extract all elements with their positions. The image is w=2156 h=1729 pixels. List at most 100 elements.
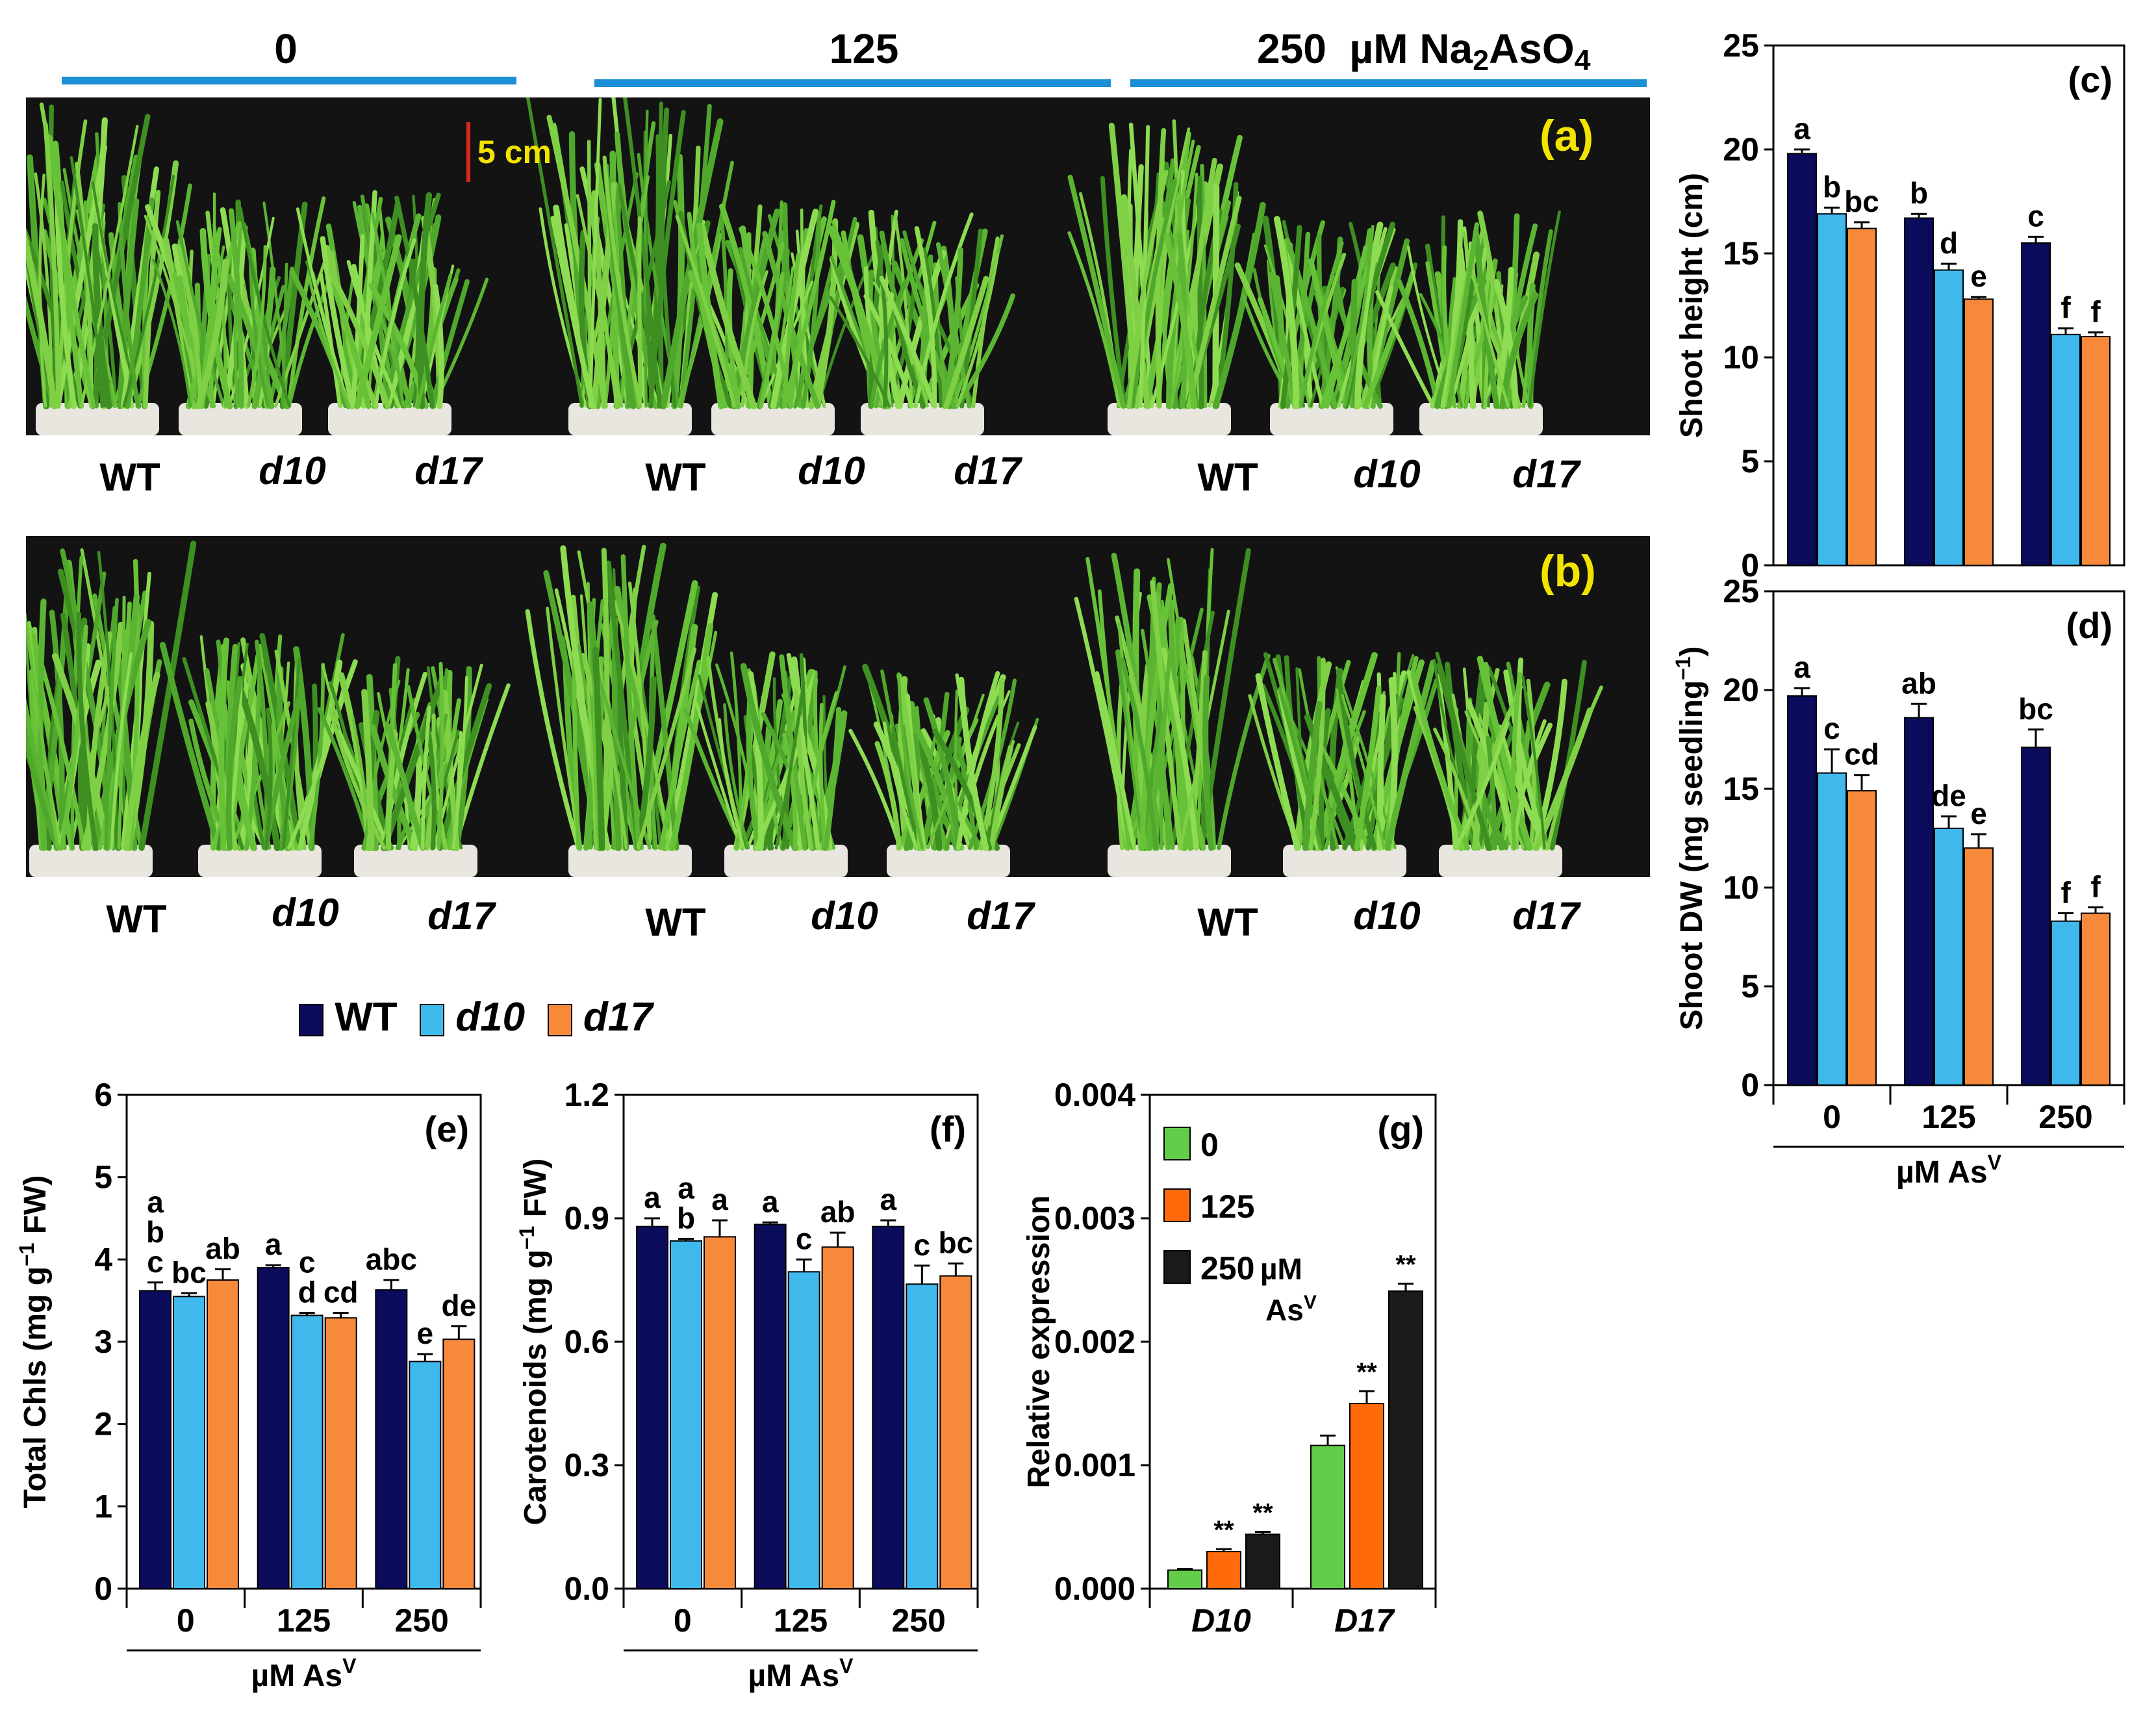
bar-d10-125 [290, 1314, 323, 1589]
bar-125-D17 [1349, 1403, 1384, 1589]
legend-label-d17: d17 [583, 995, 653, 1040]
y-tick-label: 5 [1741, 443, 1759, 480]
significance-letter: ab [820, 1195, 856, 1229]
plant-clump [1067, 119, 1266, 435]
y-tick-label: 5 [94, 1159, 112, 1196]
bar-WT-0 [139, 1290, 171, 1589]
x-category-label: 250 [394, 1602, 448, 1639]
bar-WT-125 [1904, 717, 1934, 1086]
bar-d10-0 [173, 1296, 205, 1589]
bar-d10-250 [2051, 333, 2081, 566]
significance-letter: bc [938, 1226, 973, 1260]
y-tick-label: 0 [1741, 1067, 1759, 1103]
plant-clump [289, 190, 489, 435]
x-category-label: 0 [674, 1602, 692, 1639]
y-axis-label: Carotenoids (mg g−1 FW) [515, 1159, 553, 1525]
scale-label: 5 cm [477, 134, 552, 170]
header-group-250-with-unit: 250 µM Na2AsO4 [1257, 25, 1591, 77]
significance-letter: b [1823, 170, 1841, 204]
header-line-125 [594, 79, 1111, 87]
significance-letter: bc [171, 1255, 207, 1289]
significance-letter: c [2027, 199, 2044, 233]
plant-clump [525, 543, 718, 877]
y-tick-label: 2 [94, 1406, 112, 1442]
bar-WT-250 [375, 1289, 408, 1589]
x-category-label: 0 [177, 1602, 195, 1639]
bar-d10-0 [670, 1240, 702, 1590]
bar-d17-0 [704, 1236, 736, 1589]
significance-letter: bc [1844, 185, 1879, 218]
bar-d17-250 [939, 1275, 972, 1589]
y-tick-label: 1.2 [564, 1077, 609, 1113]
bar-WT-0 [1787, 153, 1817, 566]
header-group-125: 125 [829, 25, 899, 72]
x-category-label: D10 [1191, 1602, 1251, 1639]
significance-letter: a [1794, 650, 1810, 684]
photo-b-label-d10-0: d10 [272, 891, 339, 934]
significance-letter: d [1940, 226, 1958, 260]
photo-a-label-wt-125: WT [645, 455, 706, 499]
x-category-label: 125 [1921, 579, 1975, 585]
x-axis-label: µM AsV [1896, 1151, 2002, 1190]
y-tick-label: 0.0 [564, 1570, 609, 1607]
plant-clump [673, 199, 875, 435]
legend-label-250: 250 [1200, 1250, 1254, 1287]
legend-unit-um: µM [1260, 1252, 1302, 1286]
legend-swatch-250 [1163, 1250, 1191, 1284]
significance-letter: a [265, 1227, 282, 1261]
plant-clump [1248, 652, 1439, 877]
bar-d10-0 [1817, 772, 1847, 1086]
bar-WT-0 [636, 1225, 668, 1589]
legend-label-d10: d10 [455, 995, 526, 1040]
bar-d17-125 [1964, 298, 1994, 566]
bar-d17-0 [1847, 227, 1877, 567]
y-tick-label: 3 [94, 1324, 112, 1360]
panel-label: (c) [2068, 59, 2112, 100]
legend-swatch-d17 [547, 1003, 572, 1036]
bar-d17-250 [2081, 912, 2111, 1086]
y-tick-label: 15 [1723, 235, 1759, 272]
photo-b-label-wt-0: WT [106, 897, 167, 941]
panel-label: (f) [930, 1108, 966, 1149]
x-axis-label: µM AsV [251, 1654, 357, 1693]
chart-f-carotenoids: 0.0 0.3 0.6 0.9 1.2 Carotenoids (mg g−1 FW) (f… [515, 1077, 979, 1693]
y-axis-label: Shoot DW (mg seedling−1) [1671, 646, 1709, 1030]
photo-b-label-wt-250: WT [1197, 901, 1258, 944]
bar-d10-250 [906, 1283, 939, 1589]
legend-label-wt: WT [335, 995, 398, 1040]
significance-letter: ** [1252, 1499, 1273, 1528]
panel-label: (e) [425, 1108, 469, 1149]
significance-letter: bc [2018, 692, 2053, 726]
bar-d10-125 [1934, 827, 1964, 1086]
y-tick-label: 5 [1741, 968, 1759, 1005]
significance-letter: cd [1844, 737, 1879, 771]
photo-a-label-d17-250: d17 [1512, 452, 1580, 496]
plants-photo-b [26, 541, 1603, 877]
significance-letter: f [2061, 876, 2071, 910]
header-group-0: 0 [274, 25, 298, 72]
photo-a-label-wt-250: WT [1197, 455, 1258, 499]
significance-letter: e [417, 1316, 434, 1350]
significance-letter: b [1910, 176, 1928, 210]
plant-clump [317, 656, 511, 877]
y-tick-label: 0.001 [1054, 1447, 1135, 1483]
photo-a-label-d10-125: d10 [798, 449, 865, 493]
significance-letter: f [2061, 290, 2071, 324]
photo-b-label-d17-125: d17 [967, 894, 1034, 938]
photo-b-label-d10-125: d10 [811, 894, 878, 938]
header-line-250 [1130, 79, 1647, 87]
plant-clump [144, 192, 337, 435]
x-category-label: 125 [1921, 1099, 1975, 1135]
bar-d17-250 [442, 1338, 476, 1589]
bar-d17-250 [2081, 336, 2111, 566]
panel-label: (d) [2066, 605, 2112, 646]
bar-d17-0 [207, 1279, 239, 1589]
significance-letter: c [1823, 711, 1840, 745]
significance-letter: de [1931, 779, 1966, 813]
header-group-250: 250 [1257, 25, 1326, 72]
significance-letter: abc [366, 1242, 417, 1276]
photo-panel-a [26, 97, 1650, 435]
bar-WT-250 [2021, 242, 2051, 566]
legend-swatch-125 [1163, 1188, 1191, 1222]
